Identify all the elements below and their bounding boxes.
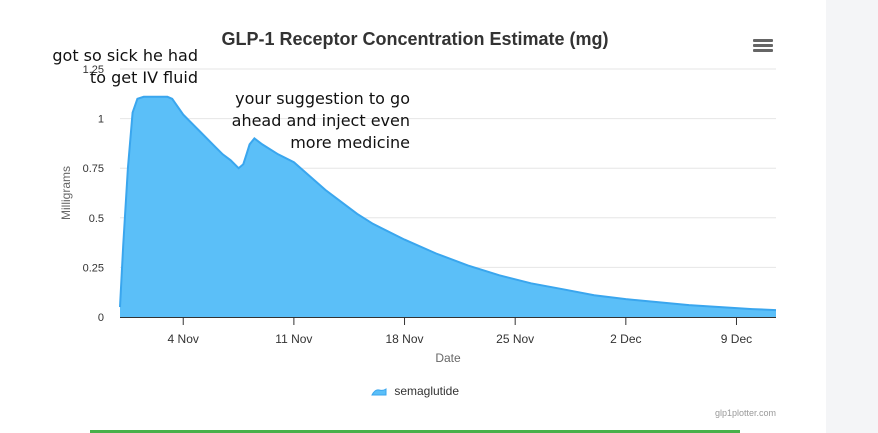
legend-label: semaglutide [394,384,460,398]
x-tick-label: 4 Nov [168,332,199,346]
y-axis-title: Milligrams [59,166,73,220]
bottom-accent-line [90,430,740,433]
hamburger-icon-bar [753,39,773,42]
y-tick-label: 1.25 [83,64,104,76]
x-axis-title: Date [435,351,461,365]
y-tick-label: 0.25 [83,262,104,274]
credits-link[interactable]: glp1plotter.com [714,408,776,418]
annotation-inject-more: your suggestion to go ahead and inject e… [231,89,410,152]
y-tick-label: 0.75 [83,163,104,175]
hamburger-icon-bar [753,49,773,52]
chart-card: GLP-1 Receptor Concentration Estimate (m… [52,29,777,433]
x-tick-label: 25 Nov [496,332,534,346]
x-tick-label: 9 Dec [721,332,752,346]
side-panel [826,0,878,433]
axes: 0 0.25 0.5 0.75 1 1.25 4 Nov 11 Nov 18 Nov 25 Nov… [83,64,776,346]
y-tick-label: 1 [98,114,104,126]
x-tick-label: 18 Nov [386,332,424,346]
chart-menu-button[interactable] [752,37,774,57]
annotation-iv-fluid: got so sick he had to get IV fluid [52,46,198,87]
y-tick-label: 0.5 [89,213,104,225]
series-line [119,95,777,312]
x-tick-label: 11 Nov [275,332,312,346]
chart-plot: 0 0.25 0.5 0.75 1 1.25 4 Nov 11 Nov 18 Nov 25 Nov… [59,64,777,365]
series-area-fill[interactable] [120,96,776,317]
y-tick-label: 0 [98,312,104,324]
series-area [119,95,777,317]
legend-item-semaglutide[interactable]: semaglutide [300,384,530,398]
x-tick-label: 2 Dec [610,332,641,346]
chart-title: GLP-1 Receptor Concentration Estimate (m… [221,29,609,49]
hamburger-icon-bar [753,44,773,47]
legend-symbol-icon [371,387,387,396]
